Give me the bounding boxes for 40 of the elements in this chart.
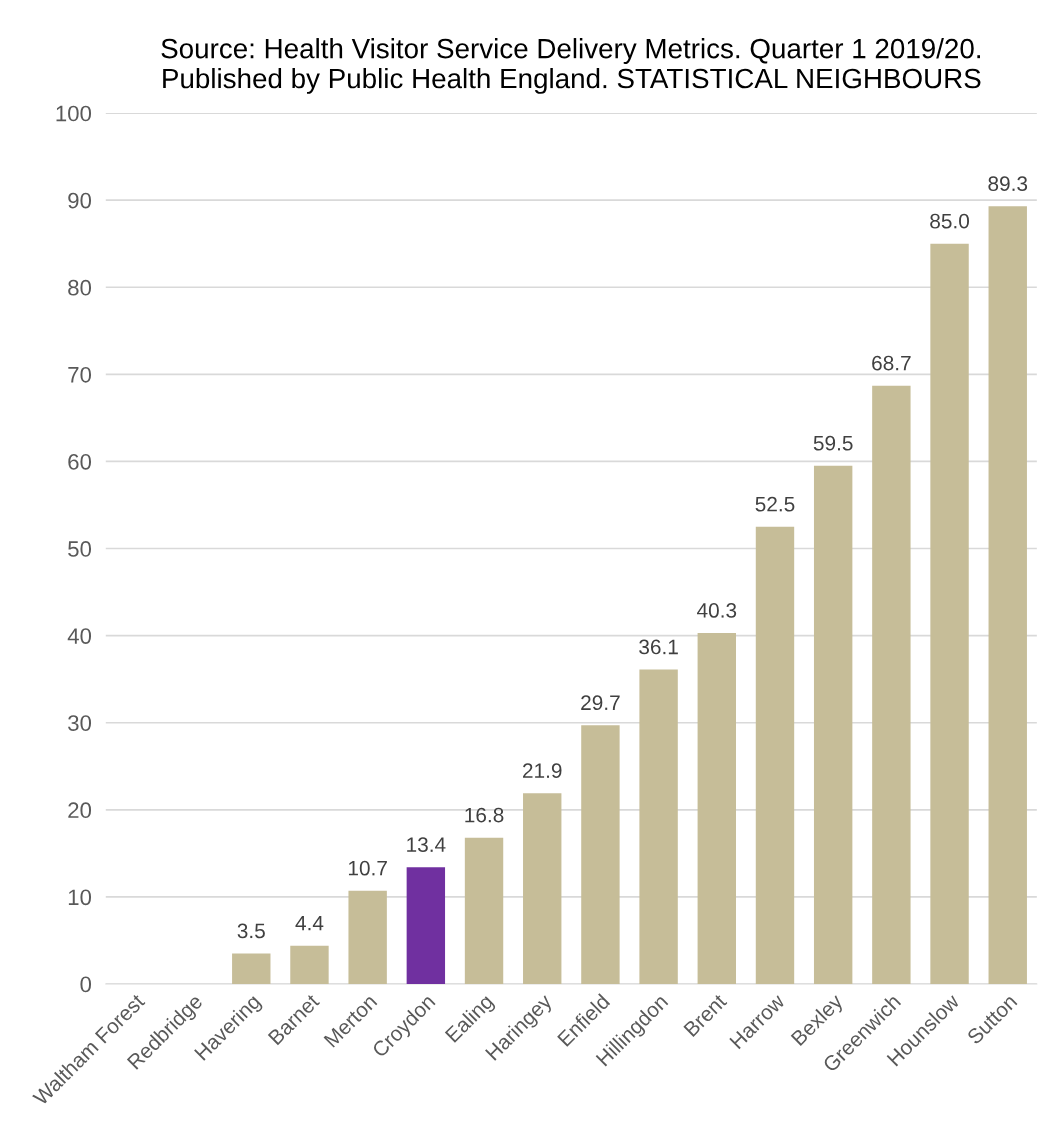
data-label: 21.9 xyxy=(523,763,562,779)
chart-title: Source: Health Visitor Service Delivery Metrics. Quarter 1 2019/20. Published by Public Health England. STATISTICAL NEIGHBOURS xyxy=(161,38,981,94)
y-tick-label: 90 xyxy=(68,192,92,209)
bar xyxy=(872,385,911,984)
bar xyxy=(930,243,969,984)
bar xyxy=(639,669,678,984)
data-label: 52.5 xyxy=(755,496,795,512)
y-tick-label: 10 xyxy=(68,889,92,906)
data-label: 4.4 xyxy=(295,915,324,931)
bar xyxy=(232,953,271,984)
y-tick-label: 0 xyxy=(80,976,92,993)
bar xyxy=(406,867,446,984)
y-tick-label: 100 xyxy=(56,105,92,122)
data-label: 13.4 xyxy=(407,837,446,853)
data-label: 29.7 xyxy=(581,695,620,711)
y-tick-label: 50 xyxy=(68,541,92,557)
bar xyxy=(523,793,562,984)
data-label: 85.0 xyxy=(930,213,970,229)
y-tick-label: 20 xyxy=(68,802,92,819)
y-tick-label: 30 xyxy=(68,715,92,731)
y-tick-label: 60 xyxy=(68,453,92,470)
bar xyxy=(290,945,329,984)
y-tick-label: 80 xyxy=(68,279,92,296)
data-label: 16.8 xyxy=(465,807,504,823)
data-label: 89.3 xyxy=(988,176,1028,192)
data-label: 3.5 xyxy=(237,923,265,939)
bar xyxy=(697,633,736,984)
data-label: 59.5 xyxy=(813,435,853,451)
y-tick-label: 40 xyxy=(67,628,92,644)
bar xyxy=(348,890,387,984)
data-label: 36.1 xyxy=(639,639,678,655)
bar xyxy=(813,465,853,984)
bar xyxy=(581,725,620,984)
bar xyxy=(988,206,1027,984)
bar xyxy=(755,526,795,984)
data-label: 10.7 xyxy=(348,860,387,876)
data-label: 68.7 xyxy=(872,355,911,371)
y-tick-label: 70 xyxy=(68,366,92,383)
data-label: 40.3 xyxy=(697,603,737,618)
bar xyxy=(464,837,504,984)
